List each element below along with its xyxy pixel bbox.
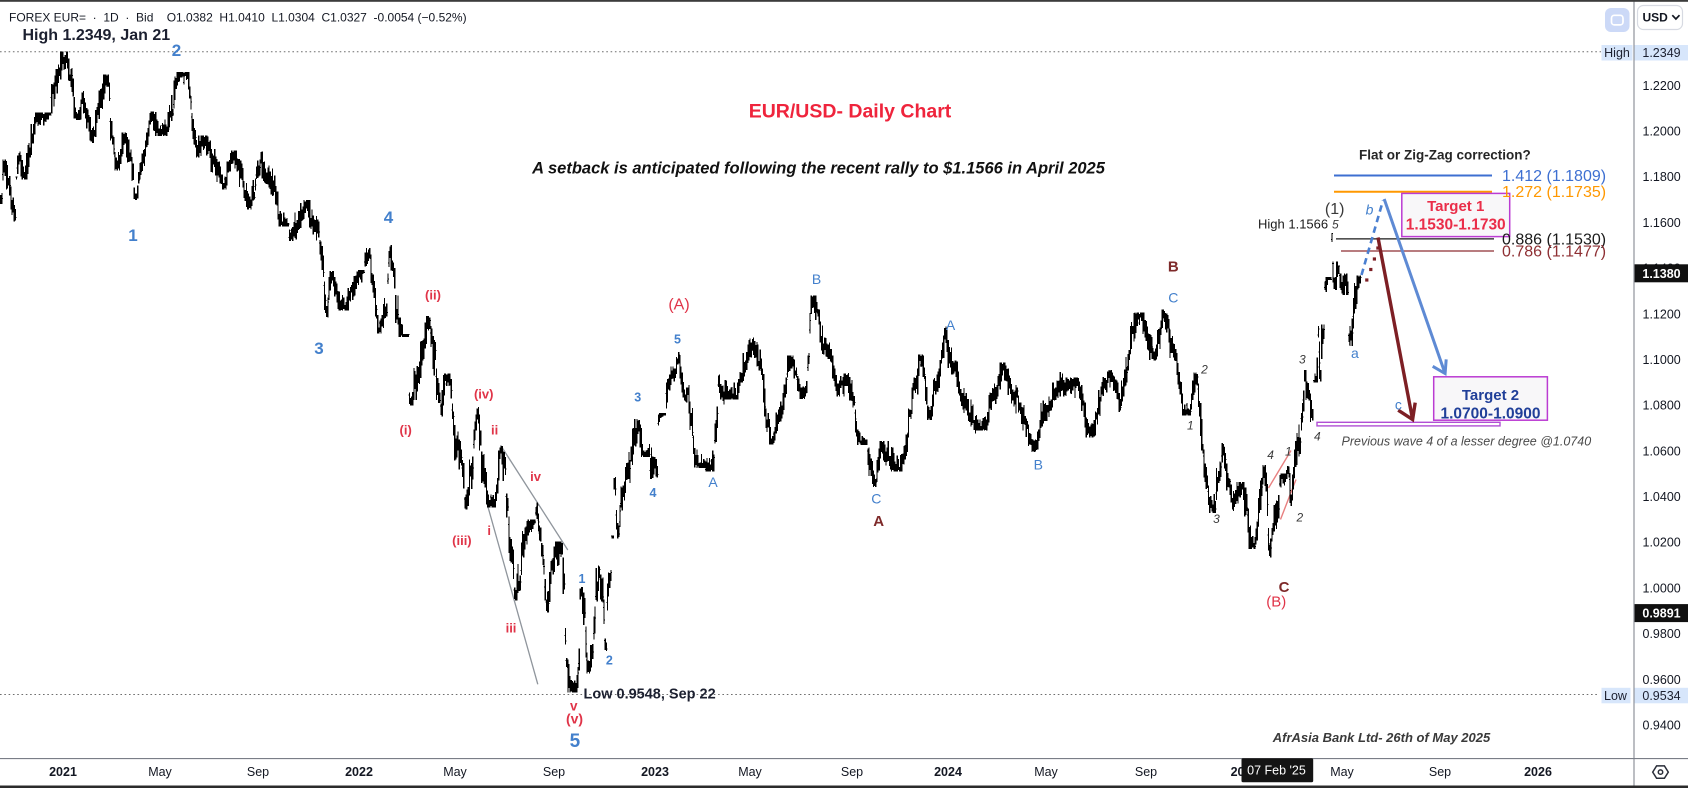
- svg-text:1: 1: [1187, 418, 1194, 432]
- svg-text:May: May: [443, 765, 467, 779]
- svg-text:2: 2: [1200, 363, 1208, 377]
- svg-text:C: C: [1279, 579, 1290, 596]
- svg-text:1.0400: 1.0400: [1643, 490, 1681, 504]
- svg-text:(A): (A): [668, 297, 689, 314]
- svg-text:0.9534: 0.9534: [1642, 689, 1680, 703]
- svg-text:A: A: [946, 317, 956, 333]
- svg-text:1.1380: 1.1380: [1642, 267, 1680, 281]
- svg-text:0.9400: 0.9400: [1643, 719, 1681, 733]
- svg-text:ii: ii: [491, 422, 498, 437]
- svg-text:High 1.2349, Jan 21: High 1.2349, Jan 21: [23, 27, 171, 44]
- svg-text:1: 1: [579, 572, 586, 586]
- svg-text:5: 5: [1332, 218, 1339, 232]
- svg-text:4: 4: [1314, 429, 1321, 443]
- svg-text:0.786 (1.1477): 0.786 (1.1477): [1502, 244, 1606, 261]
- svg-text:C: C: [871, 491, 881, 507]
- svg-text:2024: 2024: [934, 765, 962, 779]
- svg-text:(ii): (ii): [425, 288, 441, 303]
- svg-text:1.2200: 1.2200: [1643, 79, 1681, 93]
- svg-text:2: 2: [1295, 511, 1303, 525]
- svg-text:a: a: [1351, 345, 1359, 361]
- svg-text:May: May: [1034, 765, 1058, 779]
- svg-text:Low 0.9548, Sep 22: Low 0.9548, Sep 22: [584, 687, 716, 703]
- svg-text:07 Feb '25: 07 Feb '25: [1247, 764, 1306, 778]
- svg-text:4: 4: [650, 486, 657, 500]
- svg-text:2021: 2021: [49, 765, 77, 779]
- svg-text:iv: iv: [530, 469, 542, 484]
- svg-text:High: High: [1604, 46, 1630, 60]
- svg-text:Target 2: Target 2: [1462, 387, 1519, 404]
- svg-text:(1): (1): [1325, 201, 1345, 218]
- svg-text:1.272 (1.1735): 1.272 (1.1735): [1502, 184, 1606, 201]
- svg-text:1.2000: 1.2000: [1643, 125, 1681, 139]
- svg-text:1.2349: 1.2349: [1642, 46, 1680, 60]
- svg-text:1.1600: 1.1600: [1643, 216, 1681, 230]
- svg-text:5: 5: [674, 333, 681, 347]
- svg-text:1.0800: 1.0800: [1643, 399, 1681, 413]
- svg-text:v: v: [570, 698, 578, 713]
- svg-text:c: c: [1395, 396, 1402, 412]
- svg-text:A: A: [708, 474, 718, 490]
- svg-text:1.0700-1.0900: 1.0700-1.0900: [1441, 406, 1541, 423]
- svg-text:iii: iii: [506, 621, 517, 636]
- svg-text:FOREX EUR= · 1D · Bid O: FOREX EUR= · 1D · Bid O1.0382 H1.0410 L1…: [9, 11, 467, 25]
- svg-text:(i): (i): [400, 422, 412, 437]
- svg-text:B: B: [1034, 456, 1043, 472]
- svg-text:Low: Low: [1604, 689, 1628, 703]
- svg-text:4: 4: [384, 208, 394, 227]
- svg-text:2022: 2022: [345, 765, 373, 779]
- svg-text:(iii): (iii): [452, 533, 472, 548]
- svg-text:USD: USD: [1643, 11, 1669, 25]
- svg-text:Sep: Sep: [1135, 765, 1157, 779]
- svg-text:1.0000: 1.0000: [1643, 581, 1681, 595]
- svg-text:3: 3: [314, 339, 323, 358]
- svg-text:1.1800: 1.1800: [1643, 170, 1681, 184]
- svg-text:3: 3: [1299, 352, 1306, 366]
- svg-text:B: B: [1168, 259, 1179, 276]
- svg-text:A setback is anticipated follo: A setback is anticipated following the r…: [531, 160, 1106, 178]
- svg-text:Sep: Sep: [1429, 765, 1451, 779]
- svg-text:3: 3: [634, 391, 641, 405]
- svg-text:High 1.1566: High 1.1566: [1258, 217, 1328, 232]
- svg-text:Sep: Sep: [543, 765, 565, 779]
- svg-text:2: 2: [606, 654, 613, 668]
- svg-text:1: 1: [1285, 444, 1292, 458]
- svg-text:Previous wave 4 of a lesser de: Previous wave 4 of a lesser degree @1.07…: [1342, 435, 1592, 449]
- svg-text:1.0200: 1.0200: [1643, 536, 1681, 550]
- svg-text:1.0600: 1.0600: [1643, 444, 1681, 458]
- svg-text:0.9891: 0.9891: [1642, 607, 1680, 621]
- svg-text:Target 1: Target 1: [1427, 198, 1484, 215]
- svg-text:May: May: [1330, 765, 1354, 779]
- svg-text:May: May: [148, 765, 172, 779]
- svg-text:2: 2: [172, 41, 181, 60]
- svg-text:Sep: Sep: [841, 765, 863, 779]
- svg-text:4: 4: [1267, 448, 1274, 462]
- svg-text:1.412 (1.1809): 1.412 (1.1809): [1502, 168, 1606, 185]
- svg-text:5: 5: [570, 731, 581, 752]
- svg-text:1: 1: [128, 226, 137, 245]
- svg-text:Flat or Zig-Zag correction?: Flat or Zig-Zag correction?: [1359, 148, 1531, 163]
- svg-text:1.1530-1.1730: 1.1530-1.1730: [1406, 217, 1506, 234]
- svg-text:1.1000: 1.1000: [1643, 353, 1681, 367]
- svg-text:May: May: [738, 765, 762, 779]
- svg-text:b: b: [1366, 202, 1374, 218]
- svg-text:3: 3: [1213, 512, 1220, 526]
- svg-text:(B): (B): [1266, 593, 1286, 610]
- svg-text:Sep: Sep: [247, 765, 269, 779]
- svg-text:B: B: [812, 271, 821, 287]
- svg-text:2023: 2023: [641, 765, 669, 779]
- svg-text:(iv): (iv): [474, 386, 494, 401]
- svg-text:EUR/USD- Daily Chart: EUR/USD- Daily Chart: [749, 101, 952, 123]
- svg-text:1.1200: 1.1200: [1643, 307, 1681, 321]
- svg-text:0.886 (1.1530): 0.886 (1.1530): [1502, 231, 1606, 248]
- svg-text:AfrAsia Bank Ltd- 26th of May: AfrAsia Bank Ltd- 26th of May 2025: [1272, 730, 1491, 745]
- svg-text:2026: 2026: [1524, 765, 1552, 779]
- svg-text:0.9800: 0.9800: [1643, 627, 1681, 641]
- svg-text:i: i: [487, 523, 491, 538]
- svg-text:C: C: [1168, 289, 1178, 305]
- svg-text:0.9600: 0.9600: [1643, 673, 1681, 687]
- svg-text:(v): (v): [566, 710, 583, 726]
- svg-text:A: A: [873, 513, 884, 530]
